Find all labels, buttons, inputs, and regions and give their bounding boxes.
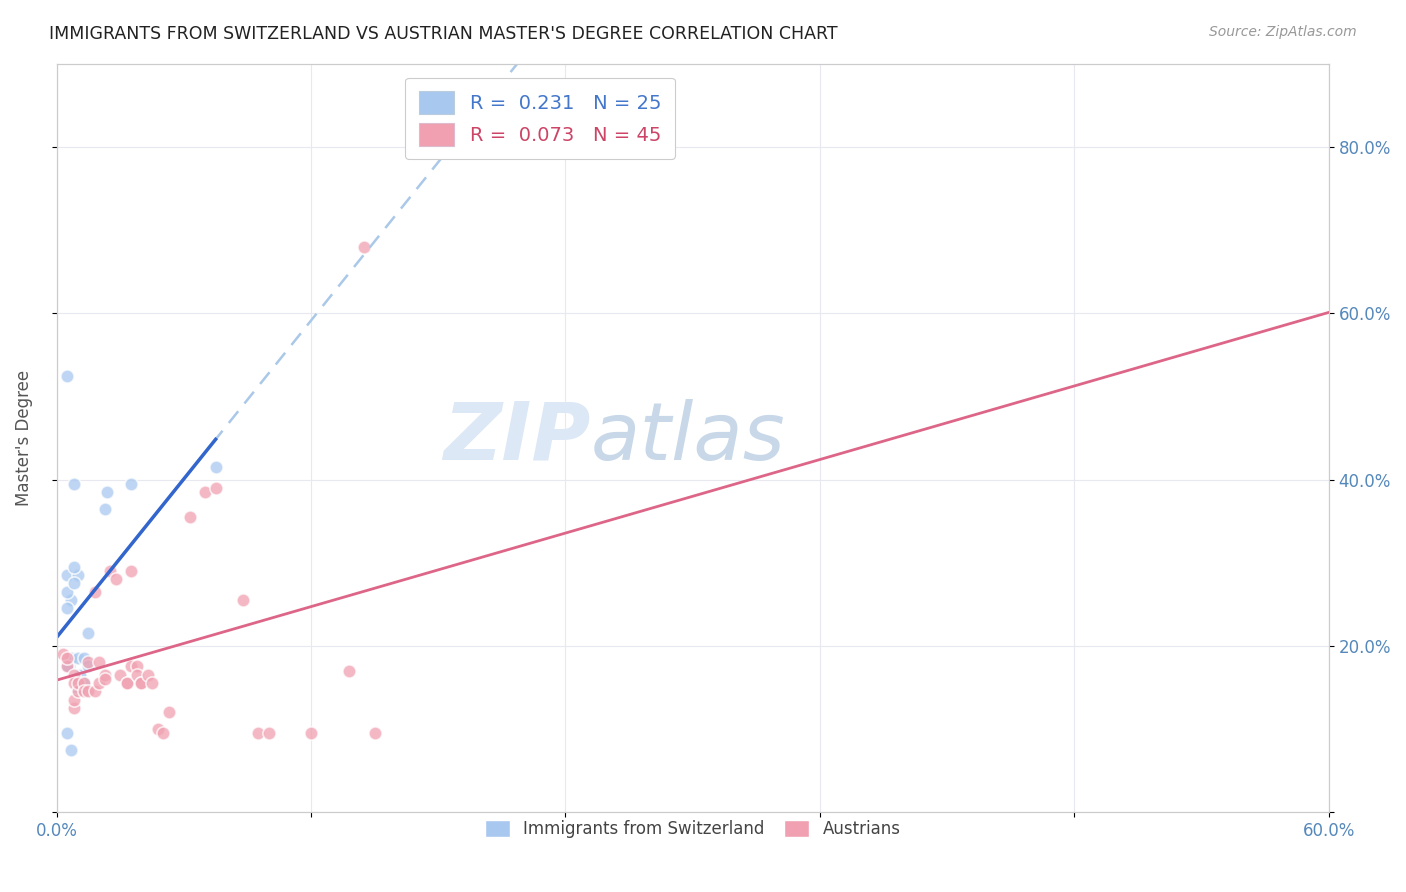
Point: [257, 726, 280, 740]
Point: [62, 667, 84, 681]
Point: [363, 726, 385, 740]
Y-axis label: Master's Degree: Master's Degree: [15, 370, 32, 506]
Point: [56, 601, 79, 615]
Point: [110, 667, 132, 681]
Point: [77, 684, 100, 698]
Point: [87, 656, 110, 670]
Point: [83, 684, 105, 698]
Point: [299, 726, 322, 740]
Point: [66, 651, 89, 665]
Point: [232, 593, 254, 607]
Point: [62, 676, 84, 690]
Point: [56, 368, 79, 383]
Point: [77, 659, 100, 673]
Point: [52, 647, 75, 661]
Point: [66, 568, 89, 582]
Point: [131, 676, 153, 690]
Point: [73, 651, 96, 665]
Point: [56, 568, 79, 582]
Point: [94, 672, 117, 686]
Point: [83, 584, 105, 599]
Point: [157, 705, 180, 719]
Point: [204, 481, 226, 495]
Point: [66, 676, 89, 690]
Point: [62, 576, 84, 591]
Point: [104, 572, 127, 586]
Point: [96, 485, 118, 500]
Point: [120, 476, 142, 491]
Point: [353, 240, 375, 254]
Point: [77, 656, 100, 670]
Point: [56, 651, 79, 665]
Point: [56, 659, 79, 673]
Point: [62, 559, 84, 574]
Point: [73, 676, 96, 690]
Point: [56, 584, 79, 599]
Point: [94, 501, 117, 516]
Point: [194, 485, 217, 500]
Point: [56, 726, 79, 740]
Point: [60, 651, 83, 665]
Point: [56, 659, 79, 673]
Text: Source: ZipAtlas.com: Source: ZipAtlas.com: [1209, 25, 1357, 39]
Point: [62, 476, 84, 491]
Point: [115, 676, 138, 690]
Point: [98, 564, 121, 578]
Text: atlas: atlas: [591, 399, 786, 477]
Point: [66, 684, 89, 698]
Point: [94, 667, 117, 681]
Point: [69, 667, 91, 681]
Point: [58, 659, 80, 673]
Point: [77, 626, 100, 640]
Text: ZIP: ZIP: [443, 399, 591, 477]
Point: [152, 726, 174, 740]
Point: [60, 742, 83, 756]
Point: [204, 460, 226, 475]
Point: [60, 593, 83, 607]
Point: [73, 684, 96, 698]
Point: [148, 722, 170, 736]
Point: [136, 667, 159, 681]
Point: [179, 509, 201, 524]
Point: [247, 726, 270, 740]
Point: [66, 684, 89, 698]
Text: IMMIGRANTS FROM SWITZERLAND VS AUSTRIAN MASTER'S DEGREE CORRELATION CHART: IMMIGRANTS FROM SWITZERLAND VS AUSTRIAN …: [49, 25, 838, 43]
Point: [127, 659, 149, 673]
Point: [141, 676, 163, 690]
Point: [120, 564, 142, 578]
Point: [62, 692, 84, 706]
Point: [73, 676, 96, 690]
Point: [62, 701, 84, 715]
Point: [120, 659, 142, 673]
Point: [127, 667, 149, 681]
Point: [131, 676, 153, 690]
Legend: Immigrants from Switzerland, Austrians: Immigrants from Switzerland, Austrians: [478, 814, 907, 845]
Point: [337, 664, 360, 678]
Point: [87, 676, 110, 690]
Point: [115, 676, 138, 690]
